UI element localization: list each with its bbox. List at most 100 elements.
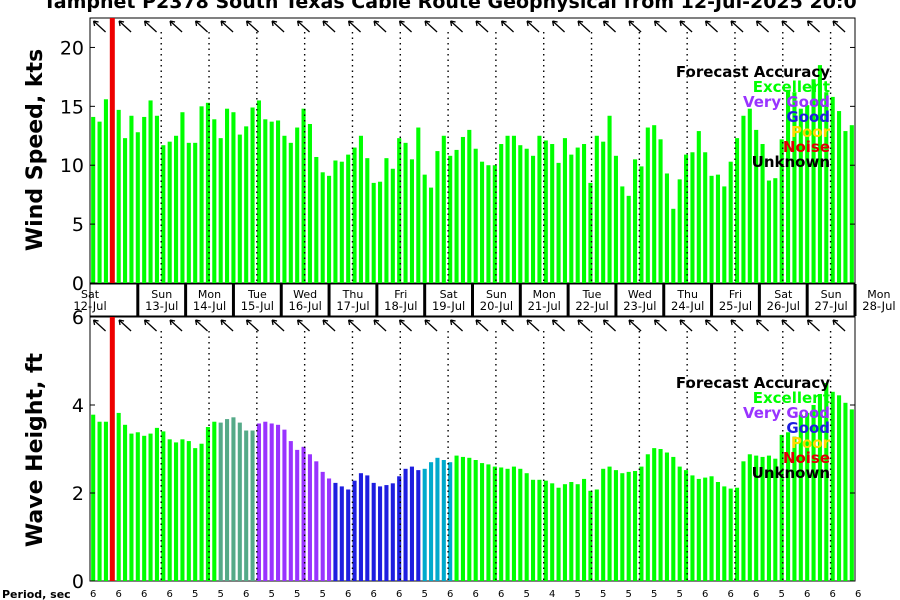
wave-bar xyxy=(505,468,510,581)
wave-bar xyxy=(569,482,574,581)
day-name: Sat xyxy=(774,288,793,301)
wave-bar xyxy=(843,402,848,581)
wind-ylabel: Wind Speed, kts xyxy=(23,49,48,251)
wind-bar xyxy=(798,108,803,283)
wind-bar xyxy=(371,182,376,283)
day-name: Sat xyxy=(440,288,459,301)
wind-bar xyxy=(129,115,134,283)
wind-direction-arrow xyxy=(398,20,413,33)
wave-bar xyxy=(652,448,657,581)
legend-item: Unknown xyxy=(752,153,830,171)
legend-item: Noise xyxy=(783,449,830,467)
wind-bar xyxy=(499,144,504,283)
wind-direction-arrow xyxy=(653,20,668,33)
wave-direction-arrow xyxy=(577,319,591,332)
wave-bar xyxy=(422,468,427,581)
wind-bar xyxy=(849,125,854,284)
wave-bar xyxy=(588,490,593,581)
wave-direction-arrow xyxy=(347,319,362,332)
period-value: 6 xyxy=(473,589,479,600)
wave-direction-arrow xyxy=(628,319,642,332)
wind-bar xyxy=(473,148,478,283)
wind-bar xyxy=(728,161,733,283)
wind-bar xyxy=(518,145,523,283)
wind-bar xyxy=(671,208,676,283)
wave-bar xyxy=(798,414,803,581)
wind-bar xyxy=(460,136,465,283)
wave-bar xyxy=(543,480,548,581)
legend-item: Excellent xyxy=(753,78,830,96)
day-date: 23-Jul xyxy=(623,299,656,313)
wind-bar xyxy=(620,186,625,283)
wind-direction-arrow xyxy=(704,20,719,33)
wind-bar xyxy=(307,124,312,283)
wave-bar xyxy=(212,421,217,581)
wind-direction-arrow xyxy=(577,20,591,33)
legend-item: Unknown xyxy=(752,464,830,482)
wave-bar xyxy=(582,478,587,581)
wind-direction-arrow xyxy=(526,20,540,33)
wave-height-panel: 0 2 4 6 xyxy=(72,307,856,593)
wind-bar xyxy=(811,79,816,284)
wind-direction-arrow xyxy=(806,20,821,33)
wind-direction-arrow xyxy=(169,20,183,33)
period-value: 6 xyxy=(396,589,402,600)
period-value: 6 xyxy=(702,589,708,600)
wind-bar xyxy=(817,65,822,283)
wave-bar xyxy=(613,470,618,581)
wind-ytick-label: 10 xyxy=(60,155,84,177)
wave-bar xyxy=(594,489,599,581)
legend-item: Good xyxy=(786,108,830,126)
day-date: 12-Jul xyxy=(73,299,106,313)
wind-bar xyxy=(594,135,599,283)
wind-bar xyxy=(569,154,574,283)
wave-bar xyxy=(550,483,555,581)
wind-bar xyxy=(786,89,791,283)
chart-title: Tamphet P2378 South Texas Cable Route Ge… xyxy=(43,0,857,13)
wave-direction-arrow xyxy=(169,319,183,332)
wave-bar xyxy=(811,405,816,581)
wave-bar xyxy=(148,433,153,581)
day-date: 22-Jul xyxy=(575,299,608,313)
wind-bar xyxy=(760,144,765,283)
wave-direction-arrow xyxy=(832,319,846,332)
wind-bar xyxy=(645,127,650,283)
period-value: 5 xyxy=(218,589,224,600)
wind-bar xyxy=(174,135,179,283)
day-name: Mon xyxy=(533,288,556,301)
wind-plot-area xyxy=(89,17,856,284)
day-name: Sat xyxy=(81,288,100,301)
period-value: 5 xyxy=(192,589,198,600)
wind-bar xyxy=(237,134,242,283)
wind-bar xyxy=(543,140,548,283)
wave-direction-arrow xyxy=(755,319,770,332)
wind-bar xyxy=(288,142,293,283)
day-name: Thu xyxy=(342,288,364,301)
wind-bar xyxy=(180,112,185,283)
wave-bar xyxy=(288,441,293,581)
wind-now-marker xyxy=(109,18,115,283)
wind-bar xyxy=(531,155,536,283)
period-value: 5 xyxy=(651,589,657,600)
wave-bar xyxy=(154,427,159,581)
wind-direction-arrow xyxy=(271,20,285,33)
wave-ylabel: Wave Height, ft xyxy=(23,352,48,547)
wind-bar xyxy=(652,125,657,284)
wave-plot-area xyxy=(89,316,856,582)
wind-bar xyxy=(378,181,383,283)
wave-direction-arrow xyxy=(296,319,311,332)
wave-direction-arrow xyxy=(475,319,489,332)
wind-direction-arrow xyxy=(245,20,260,33)
wind-bar xyxy=(142,116,147,284)
wave-bar xyxy=(664,452,669,581)
wind-bar xyxy=(480,161,485,283)
wave-bar xyxy=(562,484,567,581)
wave-direction-arrow xyxy=(551,319,566,332)
wind-bar xyxy=(167,141,172,283)
wave-bar xyxy=(384,485,389,581)
wave-direction-arrow xyxy=(730,319,744,332)
wind-bar xyxy=(116,109,121,284)
wave-bar xyxy=(193,448,198,581)
